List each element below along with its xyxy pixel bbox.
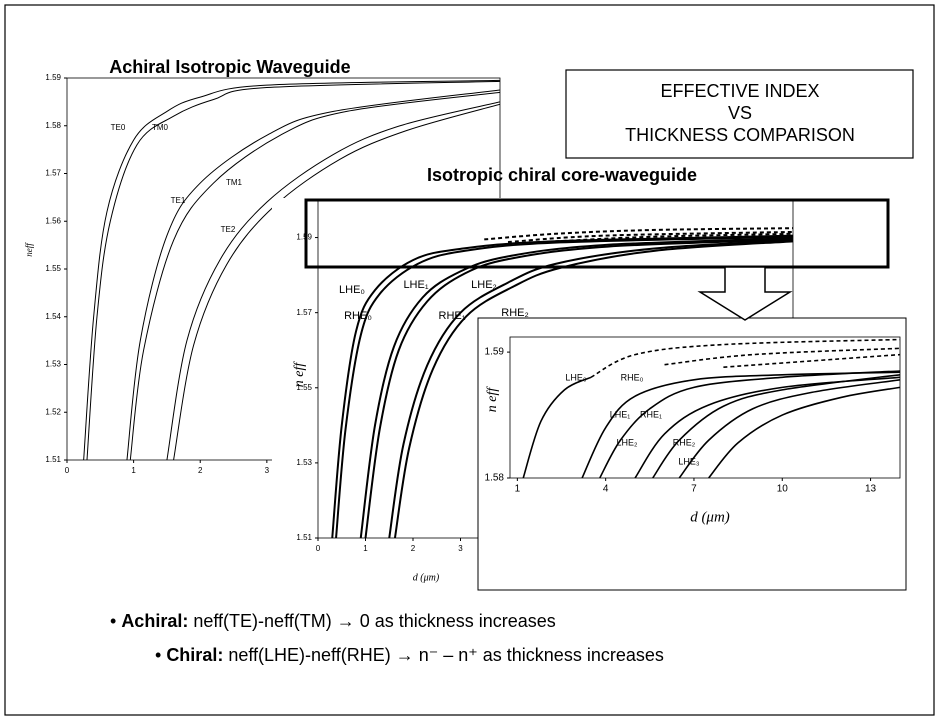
bullet-text: neff(LHE)-neff(RHE) → n⁻ – n⁺ as thickne…	[228, 645, 664, 665]
x-axis-label: d (μm)	[413, 572, 440, 583]
curve	[364, 238, 793, 538]
curve-label: TE0	[111, 123, 126, 132]
curve	[678, 379, 900, 478]
heading-line: VS	[728, 103, 752, 123]
x-tick-label: 1	[131, 466, 136, 475]
curve	[166, 101, 500, 460]
curve	[86, 80, 500, 460]
charts: Achiral Isotropic Waveguide 1.51 1.52 1.53 1…	[24, 57, 907, 591]
y-tick-label: 1.51	[296, 533, 312, 542]
curve-label: LHE₂	[471, 279, 497, 291]
x-tick-label: 1	[363, 544, 368, 553]
y-tick-label: 1.53	[45, 360, 61, 369]
x-tick-label: 0	[65, 466, 70, 475]
bullet: • Chiral: neff(LHE)-neff(RHE) → n⁻ – n⁺ …	[155, 645, 664, 665]
curve-label: LHE₂	[616, 437, 638, 447]
curve	[652, 373, 900, 478]
curve	[359, 237, 793, 538]
curve	[522, 376, 592, 478]
curve	[555, 232, 793, 243]
chart-panel	[477, 317, 907, 591]
bullet-text: neff(TE)-neff(TM) → 0 as thickness incre…	[193, 611, 555, 631]
curve-label: TE1	[171, 196, 186, 205]
bullet-label-text: Achiral:	[121, 611, 188, 631]
chart-title: Achiral Isotropic Waveguide	[109, 57, 350, 77]
x-tick-label: 13	[865, 484, 877, 495]
x-axis-label: d (μm)	[690, 509, 730, 525]
curve-label: RHE₂	[501, 307, 529, 319]
heading-line: EFFECTIVE INDEX	[660, 81, 819, 101]
heading-box	[565, 69, 914, 159]
chart: 1.58 1.59 1 4 7 10 13 d (μm) n eff LHE₀ RHE₀ LHE₁ RH…	[477, 317, 907, 591]
curve	[581, 371, 900, 478]
y-tick-label: 1.59	[485, 347, 505, 358]
curve	[129, 91, 500, 460]
x-tick-label: 0	[316, 544, 321, 553]
curve	[388, 239, 793, 538]
y-tick-label: 1.56	[45, 216, 61, 225]
chart-title: Isotropic chiral core-waveguide	[427, 165, 697, 185]
bullet-label-text: Chiral:	[166, 645, 223, 665]
y-tick-label: 1.55	[45, 264, 61, 273]
curve-label: TE2	[221, 225, 236, 234]
y-tick-label: 1.51	[45, 455, 61, 464]
y-tick-label: 1.59	[296, 233, 312, 242]
curve	[83, 79, 500, 460]
heading-line: THICKNESS COMPARISON	[625, 125, 855, 145]
curve-label: LHE₀	[565, 372, 587, 382]
x-tick-label: 1	[515, 484, 521, 495]
y-tick-label: 1.54	[45, 312, 61, 321]
zoom-arrow	[697, 266, 793, 321]
bullet-label: • Achiral: neff(TE)-neff(TM) → 0 as thic…	[110, 611, 556, 631]
y-tick-label: 1.57	[296, 308, 312, 317]
bullet-label: • Chiral: neff(LHE)-neff(RHE) → n⁻ – n⁺ …	[155, 645, 664, 665]
x-tick-label: 10	[777, 484, 789, 495]
curve	[126, 89, 500, 460]
x-tick-label: 3	[265, 466, 270, 475]
y-axis-label: n eff	[292, 361, 307, 388]
curve	[599, 370, 900, 478]
y-tick-label: 1.53	[296, 458, 312, 467]
x-tick-label: 2	[198, 466, 203, 475]
bullet: • Achiral: neff(TE)-neff(TM) → 0 as thic…	[110, 611, 556, 631]
y-axis-label: neff	[24, 242, 34, 257]
plot-frame	[509, 336, 901, 479]
highlight-box	[304, 198, 890, 269]
curve-label: LHE₀	[339, 284, 365, 296]
curve	[590, 338, 900, 378]
y-tick-label: 1.58	[485, 473, 505, 484]
y-tick-label: 1.58	[45, 121, 61, 130]
curve	[708, 386, 900, 478]
y-tick-label: 1.55	[296, 383, 312, 392]
curve	[723, 353, 900, 369]
y-axis-label: n eff	[485, 386, 500, 413]
curve-label: RHE₀	[621, 372, 644, 382]
curve-label: LHE₃	[678, 456, 700, 466]
curve-label: RHE₀	[344, 310, 372, 322]
curve-label: RHE₁	[640, 409, 662, 419]
x-tick-label: 7	[691, 484, 697, 495]
x-tick-label: 4	[603, 484, 609, 495]
curve	[507, 230, 793, 244]
y-tick-label: 1.52	[45, 407, 61, 416]
curve	[484, 227, 793, 241]
curve-label: TM1	[226, 178, 243, 187]
y-tick-label: 1.59	[45, 73, 61, 82]
curve-label: TM0	[152, 123, 169, 132]
curve	[393, 240, 793, 538]
curve	[664, 347, 900, 366]
curve-label: LHE₁	[610, 409, 631, 419]
x-tick-label: 2	[411, 544, 416, 553]
curve-label: LHE₁	[403, 279, 428, 291]
y-tick-label: 1.57	[45, 169, 61, 178]
curve-label: RHE₂	[673, 437, 696, 447]
x-tick-label: 3	[458, 544, 463, 553]
